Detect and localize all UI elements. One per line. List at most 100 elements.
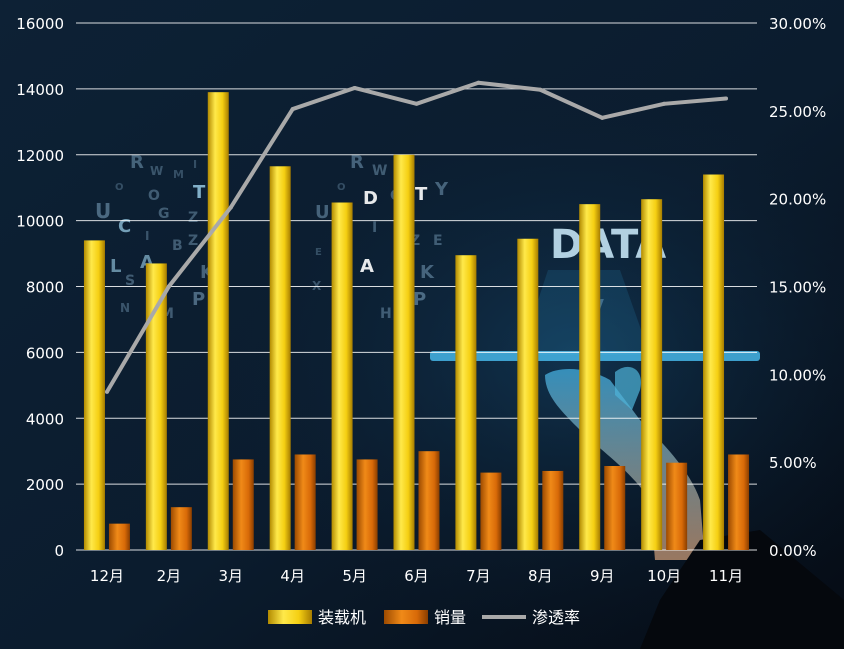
bar-loader — [145, 263, 167, 550]
legend: 装载机 销量 渗透率 — [268, 608, 580, 627]
y-tick-label: 16000 — [16, 15, 64, 33]
line-point — [228, 205, 233, 210]
line-point — [724, 96, 729, 101]
svg-text:E: E — [433, 233, 443, 249]
x-tick-label: 4月 — [280, 567, 305, 585]
bar-loader — [83, 240, 105, 550]
x-tick-label: 2月 — [157, 567, 182, 585]
legend-swatch — [268, 610, 312, 624]
svg-text:I: I — [372, 220, 377, 236]
line-point — [166, 284, 171, 289]
svg-text:Y: Y — [434, 179, 449, 200]
svg-text:R: R — [350, 152, 364, 173]
background-letters: R W M I O O T U C G Z I B Z L A S K N M … — [95, 152, 604, 322]
x-tick-label: 7月 — [466, 567, 491, 585]
bar-sales — [294, 454, 316, 550]
x-tick-label: 3月 — [218, 567, 243, 585]
y2-tick-label: 10.00% — [769, 366, 826, 384]
y2-tick-label: 0.00% — [769, 542, 817, 560]
y-tick-label: 2000 — [26, 476, 64, 494]
y-tick-label: 10000 — [16, 213, 64, 231]
line-point — [104, 389, 109, 394]
legend-label: 渗透率 — [532, 608, 580, 627]
x-axis: 12月 2月 3月 4月 5月 6月 7月 8月 9月 10月 11月 — [90, 567, 743, 585]
y2-tick-label: 25.00% — [769, 103, 826, 121]
y-tick-label: 4000 — [26, 410, 64, 428]
line-series — [104, 80, 729, 394]
line-point — [600, 115, 605, 120]
svg-text:C: C — [118, 216, 131, 237]
svg-text:G: G — [158, 206, 170, 222]
svg-text:H: H — [380, 306, 392, 322]
y2-tick-label: 30.00% — [769, 15, 826, 33]
y-tick-label: 12000 — [16, 147, 64, 165]
y-tick-label: 14000 — [16, 81, 64, 99]
legend-item: 装载机 — [268, 608, 366, 627]
y-tick-label: 8000 — [26, 279, 64, 297]
svg-text:S: S — [125, 273, 135, 289]
svg-text:Z: Z — [188, 210, 198, 226]
svg-text:U: U — [95, 199, 111, 223]
svg-text:T: T — [415, 184, 428, 205]
line-point — [476, 80, 481, 85]
bar-loader — [393, 154, 415, 550]
svg-text:O: O — [337, 182, 346, 193]
bar-sales — [356, 459, 378, 550]
bar-loader — [455, 255, 477, 550]
bar-loader — [331, 202, 353, 550]
y-tick-label: 0 — [54, 542, 64, 560]
svg-text:I: I — [145, 229, 149, 243]
bar-loader — [207, 92, 229, 550]
x-tick-label: 12月 — [90, 567, 124, 585]
svg-text:O: O — [115, 182, 124, 193]
svg-text:P: P — [192, 289, 205, 310]
x-tick-label: 8月 — [528, 567, 553, 585]
bar-loader — [517, 238, 539, 550]
x-tick-label: 5月 — [342, 567, 367, 585]
bar-sales — [108, 523, 130, 550]
bar-sales — [480, 472, 502, 550]
svg-text:P: P — [413, 289, 426, 310]
y2-tick-label: 5.00% — [769, 454, 817, 472]
svg-text:L: L — [110, 256, 121, 277]
bar-sales — [604, 466, 626, 550]
svg-text:U: U — [315, 202, 330, 223]
svg-text:E: E — [315, 247, 322, 258]
legend-item: 销量 — [384, 608, 466, 627]
x-tick-label: 9月 — [590, 567, 615, 585]
x-tick-label: 11月 — [709, 567, 743, 585]
bar-sales — [728, 454, 750, 550]
svg-text:R: R — [130, 152, 144, 173]
bar-loader — [641, 199, 663, 550]
legend-label: 装载机 — [318, 608, 366, 627]
svg-text:N: N — [120, 301, 130, 315]
bar-loader — [703, 174, 725, 550]
bar-loader — [579, 204, 601, 550]
svg-text:Z: Z — [188, 233, 198, 249]
line-point — [414, 101, 419, 106]
svg-text:O: O — [148, 188, 160, 204]
line-point — [662, 101, 667, 106]
svg-text:W: W — [372, 163, 387, 179]
legend-item: 渗透率 — [482, 608, 580, 627]
svg-text:A: A — [360, 256, 374, 277]
bars — [83, 92, 750, 550]
y-axis-right: 0.00% 5.00% 10.00% 15.00% 20.00% 25.00% 30.00% — [769, 15, 826, 560]
bar-sales — [666, 462, 688, 550]
y-tick-label: 6000 — [26, 344, 64, 362]
line-point — [290, 107, 295, 112]
svg-text:T: T — [193, 182, 206, 203]
legend-label: 销量 — [434, 608, 466, 627]
svg-text:W: W — [150, 164, 163, 178]
legend-swatch — [384, 610, 428, 624]
y2-tick-label: 15.00% — [769, 279, 826, 297]
svg-text:I: I — [193, 158, 197, 171]
svg-text:K: K — [420, 262, 435, 283]
svg-text:Z: Z — [410, 233, 420, 249]
x-tick-label: 6月 — [404, 567, 429, 585]
y2-tick-label: 20.00% — [769, 191, 826, 209]
bar-loader — [269, 166, 291, 550]
bar-sales — [418, 451, 440, 550]
line-point — [538, 87, 543, 92]
